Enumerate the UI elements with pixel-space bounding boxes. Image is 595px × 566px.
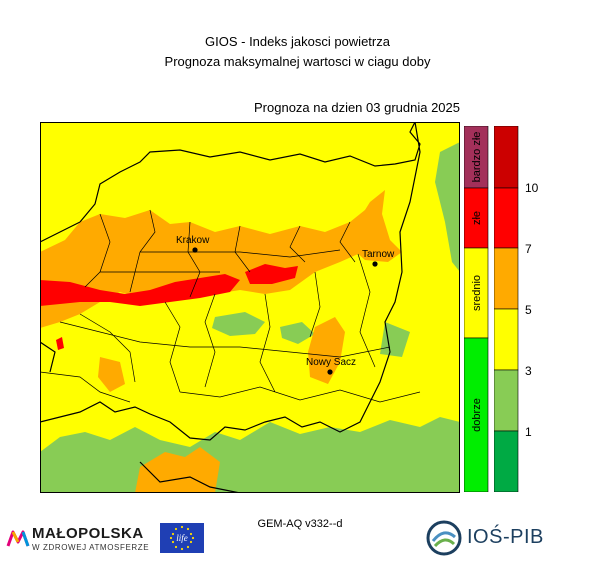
zone-good-center2 [280,322,315,344]
map-border [40,122,460,493]
category-band-bad [464,187,489,249]
value-tick-5: 5 [525,303,532,317]
border-west [40,341,56,373]
zone-good-center [212,312,265,336]
category-label-good: dobrze [471,398,483,432]
category-legend: bardzo złe złe srednio dobrze [464,126,490,492]
colorbar-band-5 [493,187,519,249]
city-marker-nowy-sacz [327,369,333,375]
zone-bad-center [245,264,298,284]
voivodeship-border [40,122,421,441]
model-version: GEM-AQ v332--d [257,518,343,530]
value-tick-3: 3 [525,364,532,378]
colorbar-band-1 [493,430,519,493]
malopolska-logo: MAŁOPOLSKA W ZDROWEJ ATMOSFERZE [6,522,156,556]
category-label-bad: złe [471,211,483,225]
category-band-good [464,337,489,492]
malopolska-tagline: W ZDROWEJ ATMOSFERZE [32,543,150,552]
border-north-spur [40,221,81,243]
category-label-moderate: srednio [471,275,483,311]
page-subtitle: Prognoza maksymalnej wartosci w ciagu do… [164,54,431,69]
zone-sufficient-sw [98,357,125,392]
page-title: GIOS - Indeks jakosci powietrza [205,34,390,49]
zone-good-east [435,142,460,272]
category-band-moderate [464,247,489,339]
ios-pib-wordmark: IOŚ-PIB [467,526,544,548]
zone-good-southeast [380,322,410,357]
colorbar-band-6 [493,125,519,189]
malopolska-mark-icon [6,530,30,547]
value-tick-7: 7 [525,242,532,256]
powiat-borders [40,209,421,403]
city-label-nowy-sacz: Nowy Sacz [306,357,356,368]
colorbar-band-3 [493,308,519,371]
value-colorbar [493,125,520,493]
ios-pib-mark-icon [426,520,462,556]
forecast-date: Prognoza na dzien 03 grudnia 2025 [254,100,460,115]
city-label-krakow: Krakow [176,235,210,246]
city-label-tarnow: Tarnow [362,249,395,260]
border-south-country [139,461,241,493]
zone-sufficient-ne [345,190,402,262]
category-band-very-bad [464,126,489,189]
city-marker-tarnow [372,261,378,267]
zone-bad-west [40,274,240,306]
ios-pib-logo: IOŚ-PIB [425,518,565,558]
forecast-map: Krakow Tarnow Nowy Sacz [40,122,460,493]
life-wordmark: life [176,533,188,543]
zone-sufficient-s [308,317,345,384]
city-marker-krakow [192,247,198,253]
colorbar-band-2 [493,369,519,432]
value-tick-10: 10 [525,181,539,195]
colorbar-band-4 [493,247,519,310]
city-markers [192,247,378,375]
category-label-very-bad: bardzo złe [471,132,483,183]
value-tick-1: 1 [525,425,532,439]
malopolska-wordmark: MAŁOPOLSKA [32,525,144,542]
eu-life-logo: life [160,523,204,553]
zone-bad-sw [56,337,64,350]
